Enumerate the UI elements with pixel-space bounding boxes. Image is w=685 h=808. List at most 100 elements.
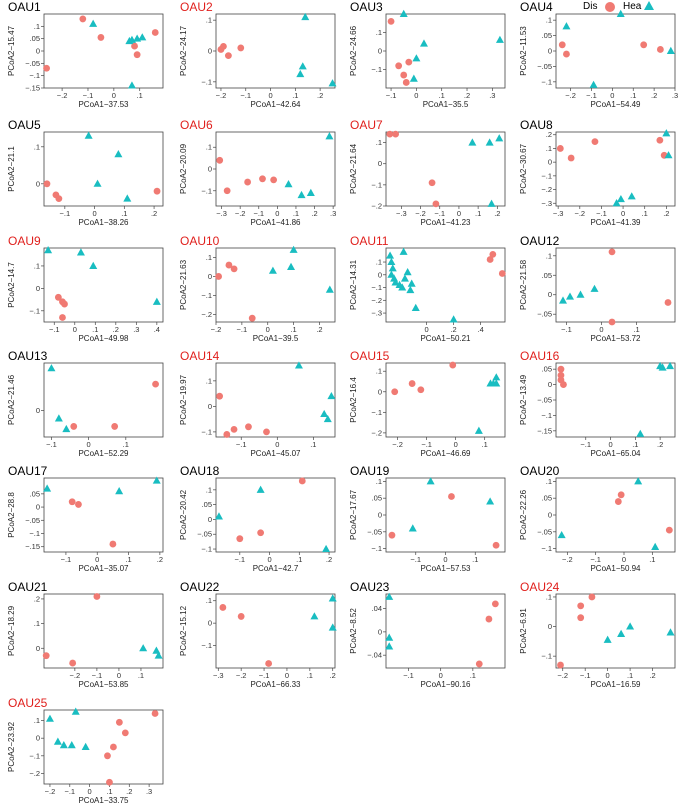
y-tick-label: −.05 [537, 62, 552, 71]
x-tick-label: .2 [494, 209, 500, 218]
hea-point [327, 391, 336, 400]
x-tick-label: −.1 [561, 325, 572, 334]
dis-point [151, 710, 159, 717]
y-tick-label: .1 [376, 258, 382, 267]
x-tick-label: 0 [275, 209, 279, 218]
y-tick-label: −.1 [541, 411, 552, 420]
x-axis-label: PCoA1−53.85 [78, 680, 129, 689]
hea-point [325, 285, 334, 293]
dis-point [563, 50, 570, 58]
y-tick-label: 0 [208, 515, 212, 524]
hea-point [658, 363, 667, 371]
dis-point [59, 314, 66, 321]
hea-point [328, 79, 337, 87]
y-tick-label: −.05 [367, 527, 382, 536]
hea-point [127, 81, 136, 89]
hea-point [287, 262, 296, 270]
dis-point [475, 660, 483, 668]
x-axis-label: PCoA1−33.75 [78, 796, 129, 805]
dis-point [223, 431, 231, 438]
y-tick-label: −.1 [201, 641, 212, 650]
x-tick-label: −.1 [590, 555, 601, 564]
x-tick-label: .1 [470, 671, 476, 680]
plot-frame [555, 362, 676, 438]
x-tick-label: .1 [123, 440, 129, 449]
y-tick-label: 0 [36, 406, 40, 415]
x-tick-label: 0 [92, 209, 96, 218]
y-tick-label: 0 [208, 165, 212, 174]
y-tick-label: .1 [206, 16, 212, 25]
y-tick-label: 0 [548, 622, 552, 631]
dis-point [244, 178, 252, 186]
y-tick-label: −.3 [541, 199, 552, 208]
dis-point [485, 615, 493, 623]
x-axis-label: PCoA1−49.98 [78, 334, 129, 343]
hea-point [616, 9, 625, 17]
x-tick-label: .2 [330, 671, 336, 680]
plot-frame [555, 131, 676, 207]
hea-point [399, 9, 408, 17]
dis-point [591, 138, 599, 145]
dis-point [42, 652, 50, 660]
x-tick-label: −.2 [57, 91, 68, 100]
dis-point [417, 386, 425, 394]
y-tick-label: .05 [202, 500, 212, 509]
y-tick-label: .1 [546, 16, 552, 25]
hea-point [152, 476, 161, 484]
y-axis-label: PCoA2−14.31 [349, 259, 358, 310]
y-tick-label: .1 [206, 143, 212, 152]
plot-frame [43, 477, 164, 553]
y-axis-label: PCoA2−24.17 [179, 25, 188, 76]
y-tick-label: −.05 [25, 59, 40, 68]
plot-frame [43, 362, 164, 438]
plot-frame [385, 477, 506, 553]
plot-frame [215, 13, 336, 89]
dis-point [577, 602, 585, 610]
dis-point [608, 318, 616, 326]
dis-point [55, 195, 63, 202]
hea-point [43, 484, 52, 492]
y-tick-label: −.1 [371, 408, 382, 417]
chart-title: OAU19 [350, 464, 390, 478]
dis-point [558, 41, 566, 49]
chart-panel-20: OAU20 −.2 −.1 0 .1 −.1 −.05 0 .05 .1 PCoA1−50.94 PC… [519, 464, 676, 573]
y-axis-label: PCoA2−23.92 [7, 721, 16, 772]
y-tick-label: .1 [546, 477, 552, 486]
x-tick-label: 0 [266, 325, 270, 334]
dis-point [230, 425, 238, 433]
y-tick-label: .1 [546, 144, 552, 153]
y-tick-label: 0 [548, 47, 552, 56]
y-tick-label: .1 [34, 619, 40, 628]
y-tick-label: 0 [548, 158, 552, 167]
dis-point [237, 613, 245, 620]
x-axis-label: PCoA1−90.16 [420, 680, 471, 689]
hea-point [557, 530, 566, 539]
dis-point [97, 34, 105, 41]
dis-point [152, 380, 159, 388]
dis-point [448, 493, 455, 500]
x-tick-label: .2 [316, 325, 322, 334]
x-axis-label: PCoA1−50.94 [590, 564, 641, 573]
hea-point [612, 199, 621, 207]
hea-point [492, 373, 501, 381]
y-axis-label: PCoA2−13.49 [519, 374, 528, 425]
dis-point [70, 423, 78, 430]
x-tick-label: −.3 [553, 209, 564, 218]
plot-frame [555, 13, 676, 89]
dis-point [225, 261, 233, 269]
x-tick-label: .1 [293, 209, 299, 218]
x-tick-label: .2 [311, 209, 317, 218]
dis-point [121, 729, 129, 737]
y-axis-label: PCoA2−16.4 [349, 377, 358, 423]
y-tick-label: −.2 [201, 310, 212, 319]
y-axis-label: PCoA2−30.67 [519, 143, 528, 194]
y-tick-label: 0 [36, 644, 40, 653]
hea-point [89, 19, 98, 27]
hea-point [426, 477, 435, 485]
chart-title: OAU11 [350, 234, 389, 248]
hea-point [323, 414, 332, 423]
dis-point [257, 529, 265, 537]
dis-point [43, 64, 50, 72]
dis-point [560, 381, 567, 388]
hea-point [399, 247, 408, 255]
